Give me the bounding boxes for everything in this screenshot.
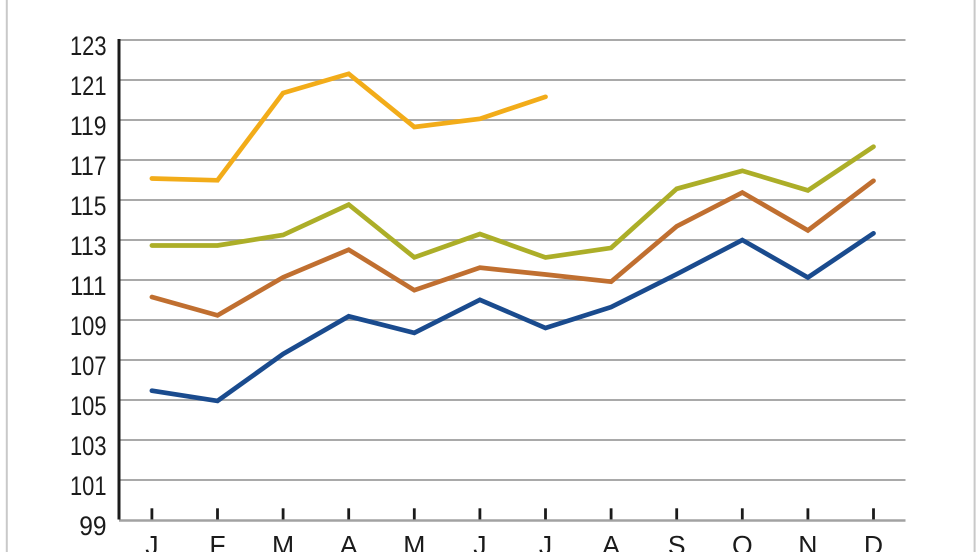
svg-text:99: 99 [79,511,106,541]
svg-text:105: 105 [70,391,107,421]
svg-text:D: D [864,531,883,552]
svg-text:A: A [340,531,358,552]
svg-text:J: J [473,531,486,552]
svg-text:M: M [272,531,294,552]
svg-text:101: 101 [70,471,107,501]
svg-text:115: 115 [70,191,107,221]
svg-text:J: J [145,531,158,552]
svg-text:F: F [209,531,225,552]
svg-text:N: N [798,531,817,552]
svg-text:O: O [732,531,753,552]
svg-text:109: 109 [70,311,107,341]
svg-text:A: A [602,531,620,552]
svg-text:107: 107 [70,351,107,381]
svg-text:S: S [668,531,686,552]
svg-text:117: 117 [70,151,107,181]
svg-text:113: 113 [70,231,107,261]
svg-text:123: 123 [70,31,107,61]
svg-text:103: 103 [70,431,107,461]
svg-text:121: 121 [70,71,107,101]
svg-text:M: M [403,531,425,552]
svg-text:111: 111 [70,271,107,301]
svg-text:J: J [539,531,552,552]
svg-text:119: 119 [70,111,107,141]
